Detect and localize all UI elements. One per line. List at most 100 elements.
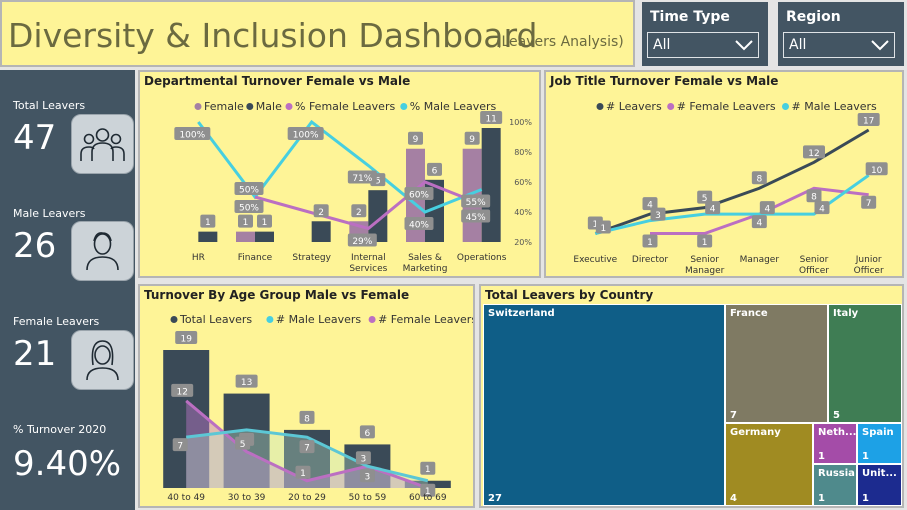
data-label-job-bg xyxy=(642,197,658,211)
data-label-pct-female-bg xyxy=(461,209,491,223)
data-label-job: 4 xyxy=(764,205,770,215)
data-label-male: 2 xyxy=(318,208,324,218)
group-people-icon xyxy=(71,114,134,174)
data-label-job-bg xyxy=(697,190,713,204)
page-title: Diversity & Inclusion Dashboard xyxy=(8,16,538,55)
data-label-female-bg xyxy=(464,131,480,145)
data-label-total-bg xyxy=(235,374,258,388)
data-label-job: 17 xyxy=(863,117,874,127)
legend-label: Female xyxy=(204,100,244,113)
data-label-male: 7 xyxy=(304,444,310,454)
treemap-cell-switzerland[interactable]: Switzerland 27 xyxy=(483,304,725,506)
data-label-male-bg xyxy=(420,483,436,497)
data-label-pct-male: 71% xyxy=(352,174,372,184)
x-tick-label: Director xyxy=(632,255,668,265)
data-label-male: 1 xyxy=(425,487,431,497)
x-tick-label: HR xyxy=(192,253,205,263)
treemap-cell-italy[interactable]: Italy 5 xyxy=(828,304,902,423)
data-label-job: 5 xyxy=(702,194,708,204)
data-label-job: 4 xyxy=(756,219,762,229)
data-label-male: 1 xyxy=(262,218,268,228)
treemap-cell-united[interactable]: Unit... 1 xyxy=(857,464,902,506)
kpi-male-leavers-value: 26 xyxy=(13,226,57,266)
y2-tick-label: 80% xyxy=(514,148,532,157)
female-person-icon xyxy=(71,330,134,390)
line-male-leavers xyxy=(186,428,429,483)
data-label-total: 6 xyxy=(365,429,371,439)
line-pct-female xyxy=(254,180,483,231)
kpi-female-leavers-value: 21 xyxy=(13,334,57,374)
data-label-female: 5 xyxy=(240,440,246,450)
time-type-value: All xyxy=(653,37,671,53)
treemap-cell-netherlands[interactable]: Neth... 1 xyxy=(813,423,857,464)
data-label-total-bg xyxy=(420,461,436,475)
data-label-job-bg xyxy=(759,201,775,215)
data-label-total-bg xyxy=(299,410,315,424)
data-label-female-bg xyxy=(355,451,371,465)
treemap-cell-spain[interactable]: Spain 1 xyxy=(857,423,902,464)
data-label-female: 1 xyxy=(300,469,306,479)
time-type-label: Time Type xyxy=(650,9,730,25)
data-label-female: 2 xyxy=(356,208,362,218)
legend-marker xyxy=(266,316,274,323)
region-slicer: Region All xyxy=(778,2,904,66)
data-label-pct-female: 60% xyxy=(409,191,429,201)
data-label-job: 1 xyxy=(600,224,606,234)
country-treemap-panel: Total Leavers by Country Switzerland 27 … xyxy=(479,284,904,508)
treemap-cell-value: 1 xyxy=(862,451,869,462)
region-dropdown[interactable]: All xyxy=(783,32,895,58)
data-label-pct-male-bg xyxy=(287,127,324,140)
data-label-female-bg xyxy=(235,436,251,450)
bar-male xyxy=(481,128,501,242)
data-label-total: 19 xyxy=(180,335,192,345)
data-label-job-bg xyxy=(814,201,830,215)
data-label-female: 3 xyxy=(361,455,367,465)
legend-label: Male xyxy=(256,100,282,113)
data-label-total-bg xyxy=(359,425,375,439)
data-label-job: 8 xyxy=(811,193,817,203)
data-label-pct-male-bg xyxy=(234,182,264,195)
treemap-cell-russia[interactable]: Russia 1 xyxy=(813,464,857,506)
data-label-pct-male: 100% xyxy=(293,131,319,141)
legend-label: # Male Leavers xyxy=(792,100,878,113)
x-tick-label: Executive xyxy=(573,255,617,265)
treemap-cell-germany[interactable]: Germany 4 xyxy=(725,423,813,506)
treemap-cell-value: 4 xyxy=(730,493,737,504)
line-female-leavers xyxy=(185,399,429,490)
legend-label: # Male Leavers xyxy=(276,313,362,326)
legend-label: # Leavers xyxy=(606,100,662,113)
data-label-job: 8 xyxy=(756,175,762,185)
kpi-turnover-value: 9.40% xyxy=(13,444,122,484)
data-label-male-bg xyxy=(480,111,503,124)
time-type-dropdown[interactable]: All xyxy=(647,32,759,58)
treemap-cell-name: Germany xyxy=(730,427,781,438)
data-label-female: 12 xyxy=(176,387,187,397)
legend-marker xyxy=(667,103,675,110)
x-tick-label: 40 to 49 xyxy=(167,493,205,503)
data-label-female: 9 xyxy=(469,135,475,145)
data-label-male: 3 xyxy=(365,473,371,483)
legend-marker xyxy=(246,103,254,110)
treemap-cell-name: Russia xyxy=(818,468,855,479)
data-label-job-bg xyxy=(751,215,767,229)
x-tick-label: Finance xyxy=(238,253,273,263)
age-group-chart: Total Leavers # Male Leavers # Female Leav… xyxy=(163,313,473,503)
chevron-down-icon xyxy=(735,40,753,51)
data-label-pct-male: 55% xyxy=(466,198,486,208)
data-label-job-bg xyxy=(857,113,880,126)
dept-turnover-panel: Departmental Turnover Female vs Male Fem… xyxy=(138,70,541,278)
treemap-cell-france[interactable]: France 7 xyxy=(725,304,828,423)
x-tick-label: 50 to 59 xyxy=(349,493,387,503)
x-tick-label: Manager xyxy=(740,255,780,265)
region-label: Region xyxy=(786,9,841,25)
data-label-job-bg xyxy=(751,171,767,185)
legend-label: # Female Leavers xyxy=(677,100,776,113)
data-label-male-bg xyxy=(299,440,315,454)
treemap-cell-value: 27 xyxy=(488,493,502,504)
data-label-male: 1 xyxy=(205,218,211,228)
data-label-pct-male: 100% xyxy=(179,131,205,141)
x-tick-label: Officer xyxy=(854,266,884,276)
data-label-female-bg xyxy=(238,214,253,228)
bar-female xyxy=(236,231,255,242)
data-label-job: 12 xyxy=(808,149,819,159)
